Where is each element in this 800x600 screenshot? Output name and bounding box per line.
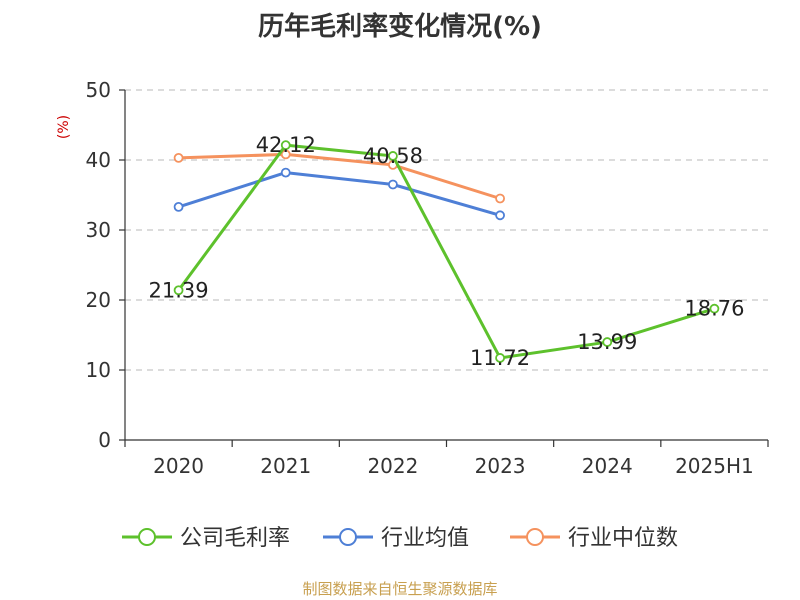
data-label-4: 13.99 [577,330,637,354]
point-1-1 [280,167,291,178]
series-2 [173,149,505,204]
grid-lines [125,89,768,371]
legend-item-0: 公司毛利率 [122,526,290,551]
y-axis-label: (%) [56,115,72,139]
point-0-0 [173,285,184,296]
x-tick-label-2020: 2020 [153,454,204,478]
series-lines [173,140,720,363]
data-label-0: 21.39 [149,278,209,302]
series-line-2 [178,152,501,200]
point-2-0 [173,152,184,163]
point-0-1 [280,140,291,151]
point-2-3 [495,193,505,204]
point-0-5 [709,303,720,314]
legend-item-2: 行业中位数 [510,526,678,551]
y-tick-label-30: 30 [86,218,111,242]
data-label-3: 11.72 [470,346,530,370]
series-1 [173,167,505,221]
x-tick-label-2025H1: 2025H1 [675,454,754,478]
series-line-0 [177,143,715,360]
y-tick-label-0: 0 [98,428,111,452]
legend-label-1: 行业均值 [381,526,469,551]
series-0 [173,140,720,363]
data-label-1: 42.12 [256,133,316,157]
point-1-0 [173,201,184,212]
x-tick-label-2023: 2023 [475,454,526,478]
point-0-2 [388,151,398,161]
data-labels: 21.39 42.12 40.58 11.72 13.99 18.76 [149,133,745,370]
axes: 0 10 20 30 40 50 2020 2021 2022 2023 2024 2025H1 [86,78,769,478]
y-tick-label-10: 10 [86,358,111,382]
point-1-2 [388,179,398,190]
point-2-1 [280,149,291,160]
legend-label-0: 公司毛利率 [180,526,290,551]
legend-swatch-marker-2 [526,528,544,546]
point-0-4 [602,337,613,347]
data-label-2: 40.58 [363,144,423,168]
legend-label-2: 行业中位数 [568,526,678,551]
series-line-1 [178,171,501,217]
data-label-5: 18.76 [684,297,744,321]
legend: 公司毛利率 行业均值 行业中位数 [122,526,678,551]
y-tick-label-50: 50 [86,78,111,102]
legend-swatch-marker-0 [138,528,156,546]
chart-title: 历年毛利率变化情况(%) [258,12,542,42]
x-tick-label-2022: 2022 [367,454,418,478]
source-footer: 制图数据来自恒生聚源数据库 [302,580,498,598]
y-tick-label-40: 40 [86,148,111,172]
legend-swatch-marker-1 [339,528,357,546]
x-tick-label-2024: 2024 [582,454,633,478]
y-tick-label-20: 20 [86,288,111,312]
point-1-3 [495,210,505,221]
x-tick-label-2021: 2021 [260,454,311,478]
legend-item-1: 行业均值 [323,526,469,551]
point-0-3 [495,353,505,363]
